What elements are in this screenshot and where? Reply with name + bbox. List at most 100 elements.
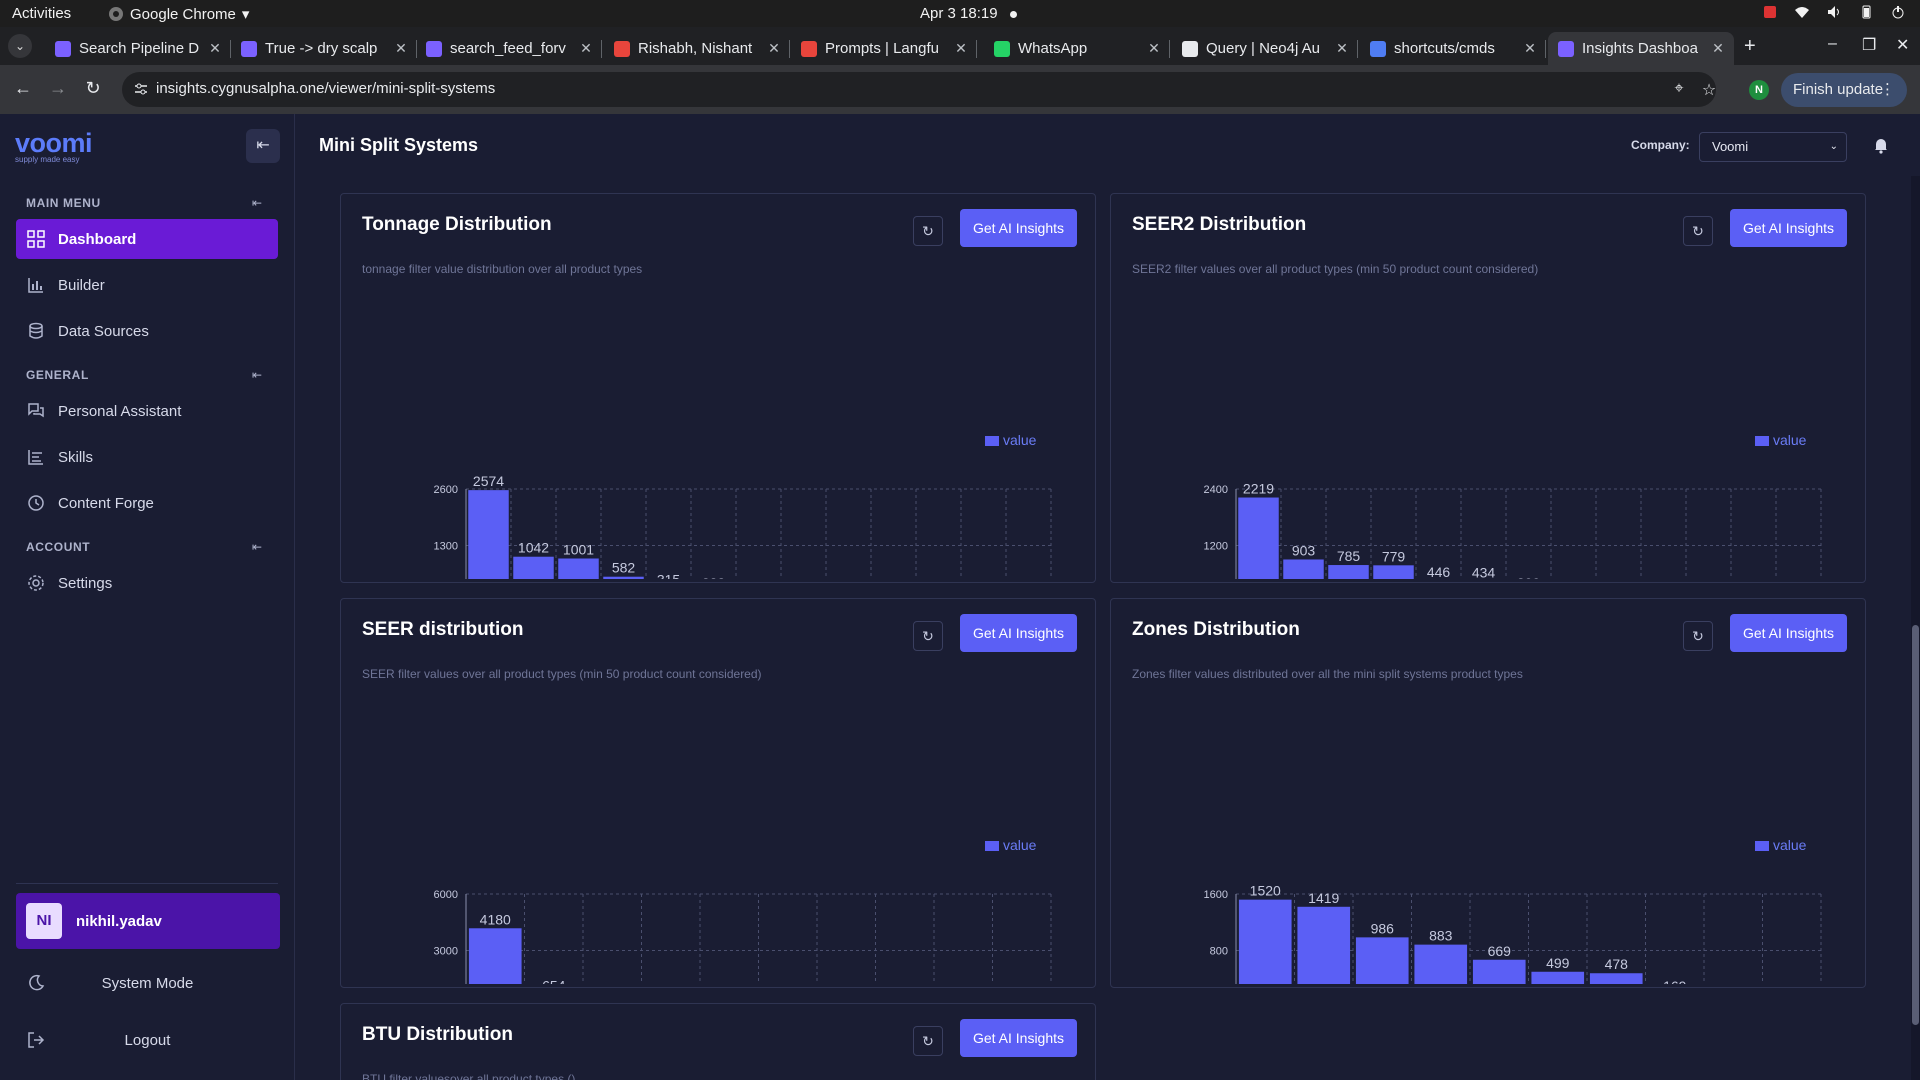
bookmark-star-icon[interactable]: ☆ — [1701, 82, 1717, 99]
bar — [1355, 937, 1409, 984]
restore-icon[interactable]: ❐ — [1862, 37, 1877, 54]
company-select-value: Voomi — [1712, 139, 1749, 154]
location-pin-icon[interactable]: ⌖ — [1674, 80, 1684, 97]
tab-favicon-icon — [426, 40, 442, 57]
address-bar[interactable]: insights.cygnusalpha.one/viewer/mini-spl… — [122, 72, 1716, 107]
refresh-icon: ↻ — [922, 223, 934, 239]
tab-close-icon[interactable]: ✕ — [580, 40, 592, 56]
bar — [603, 576, 644, 579]
collapse-section-icon[interactable]: ⇤ — [252, 540, 263, 554]
tab-close-icon[interactable]: ✕ — [768, 40, 780, 56]
refresh-button[interactable]: ↻ — [1683, 216, 1713, 246]
sidebar-item-dashboard[interactable]: Dashboard — [16, 219, 278, 259]
collapse-section-icon[interactable]: ⇤ — [252, 368, 263, 382]
clock[interactable]: Apr 3 18:19 — [920, 5, 1017, 22]
volume-icon — [1828, 6, 1839, 18]
tab-close-icon[interactable]: ✕ — [955, 40, 967, 56]
tab-close-icon[interactable]: ✕ — [395, 40, 407, 56]
browser-tab[interactable]: search_feed_forv ✕ — [416, 32, 602, 65]
reload-icon[interactable]: ↻ — [85, 78, 101, 98]
sidebar-item-skills[interactable]: Skills — [16, 437, 278, 477]
tab-close-icon[interactable]: ✕ — [1524, 40, 1536, 56]
system-mode-toggle[interactable]: System Mode — [0, 963, 295, 1003]
gear-icon — [26, 573, 46, 593]
app-menu[interactable]: Google Chrome ▾ — [108, 5, 249, 23]
browser-tab[interactable]: shortcuts/cmds ✕ — [1360, 32, 1546, 65]
minimize-icon[interactable]: – — [1828, 35, 1837, 52]
clock-icon — [26, 493, 46, 513]
get-ai-insights-button[interactable]: Get AI Insights — [960, 209, 1077, 247]
browser-tab[interactable]: WhatsApp ✕ — [984, 32, 1170, 65]
chevron-down-icon: ⌄ — [1829, 141, 1838, 152]
bar-value-label: 434 — [1472, 565, 1496, 579]
logout-button[interactable]: Logout — [0, 1020, 295, 1060]
refresh-icon: ↻ — [922, 628, 934, 644]
tab-search-button[interactable]: ⌄ — [8, 34, 32, 58]
tab-close-icon[interactable]: ✕ — [1336, 40, 1348, 56]
legend-swatch — [1755, 436, 1769, 446]
new-tab-button[interactable]: + — [1744, 35, 1756, 57]
bar-value-label: 1520 — [1250, 883, 1281, 899]
company-select[interactable]: Voomi ⌄ — [1699, 132, 1847, 162]
close-window-icon[interactable]: ✕ — [1896, 37, 1910, 54]
moon-icon — [29, 974, 45, 991]
refresh-button[interactable]: ↻ — [913, 1026, 943, 1056]
refresh-button[interactable]: ↻ — [913, 621, 943, 651]
collapse-sidebar-button[interactable]: ⇤ — [246, 129, 280, 163]
profile-avatar[interactable]: N — [1749, 80, 1769, 100]
browser-tab[interactable]: Search Pipeline D ✕ — [45, 32, 231, 65]
browser-tab[interactable]: Prompts | Langfu ✕ — [791, 32, 977, 65]
browser-tab[interactable]: True -> dry scalp ✕ — [231, 32, 417, 65]
sidebar-item-data-sources[interactable]: Data Sources — [16, 311, 278, 351]
bell-icon[interactable] — [1872, 136, 1890, 154]
page-header: Mini Split Systems Company: Voomi ⌄ — [295, 114, 1920, 176]
bar — [1373, 565, 1414, 579]
sidebar-item-builder[interactable]: Builder — [16, 265, 278, 305]
dashboard-grid-icon — [26, 229, 46, 249]
forward-icon[interactable]: → — [49, 78, 67, 98]
activities-button[interactable]: Activities — [12, 5, 72, 22]
legend-swatch — [985, 436, 999, 446]
legend-label: value — [1003, 432, 1037, 448]
tab-close-icon[interactable]: ✕ — [209, 40, 221, 56]
tab-close-icon[interactable]: ✕ — [1148, 40, 1160, 56]
tab-close-icon[interactable]: ✕ — [1712, 40, 1724, 56]
bar-value-label: 315 — [657, 571, 681, 579]
site-info-icon[interactable] — [134, 82, 148, 96]
tab-favicon-icon — [1558, 40, 1574, 57]
refresh-button[interactable]: ↻ — [1683, 621, 1713, 651]
section-label-general: GENERAL — [26, 368, 89, 382]
y-tick-label: 2400 — [1204, 484, 1228, 496]
collapse-section-icon[interactable]: ⇤ — [252, 196, 263, 210]
tab-favicon-icon — [55, 40, 71, 57]
get-ai-insights-button[interactable]: Get AI Insights — [960, 614, 1077, 652]
system-tray[interactable] — [1762, 4, 1906, 20]
voomi-logo[interactable]: voomi supply made easy — [15, 128, 93, 164]
tab-separator — [601, 40, 602, 58]
zones-bar-chart: value08001600152031419498658832669multi4… — [1204, 837, 1822, 984]
back-icon[interactable]: ← — [14, 78, 32, 98]
scrollbar-thumb[interactable] — [1912, 625, 1919, 1025]
refresh-button[interactable]: ↻ — [913, 216, 943, 246]
get-ai-insights-button[interactable]: Get AI Insights — [1730, 209, 1847, 247]
notification-dot-icon — [1009, 10, 1017, 18]
url-text: insights.cygnusalpha.one/viewer/mini-spl… — [156, 80, 496, 97]
seer2-bar-chart: value0120024002219NULL90321.078523.07792… — [1204, 432, 1822, 579]
sidebar-item-content-forge[interactable]: Content Forge — [16, 483, 278, 523]
browser-tab[interactable]: Insights Dashboa ✕ — [1548, 32, 1734, 65]
dashboard-content[interactable]: Tonnage Distribution tonnage filter valu… — [295, 176, 1911, 1080]
sidebar-item-settings[interactable]: Settings — [16, 563, 278, 603]
clock-text: Apr 3 18:19 — [920, 5, 998, 22]
user-profile-card[interactable]: NI nikhil.yadav — [16, 893, 280, 949]
y-tick-label: 3000 — [434, 946, 458, 958]
finish-update-button[interactable]: Finish update ⋮ — [1781, 73, 1907, 107]
bar-value-label: 986 — [1371, 920, 1395, 936]
tab-favicon-icon — [614, 40, 630, 57]
bar-value-label: 209 — [1517, 575, 1541, 579]
sidebar-item-personal-assistant[interactable]: Personal Assistant — [16, 391, 278, 431]
get-ai-insights-button[interactable]: Get AI Insights — [960, 1019, 1077, 1057]
legend-label: value — [1003, 837, 1037, 853]
get-ai-insights-button[interactable]: Get AI Insights — [1730, 614, 1847, 652]
browser-tab[interactable]: Rishabh, Nishant ✕ — [604, 32, 790, 65]
browser-tab[interactable]: Query | Neo4j Au ✕ — [1172, 32, 1358, 65]
